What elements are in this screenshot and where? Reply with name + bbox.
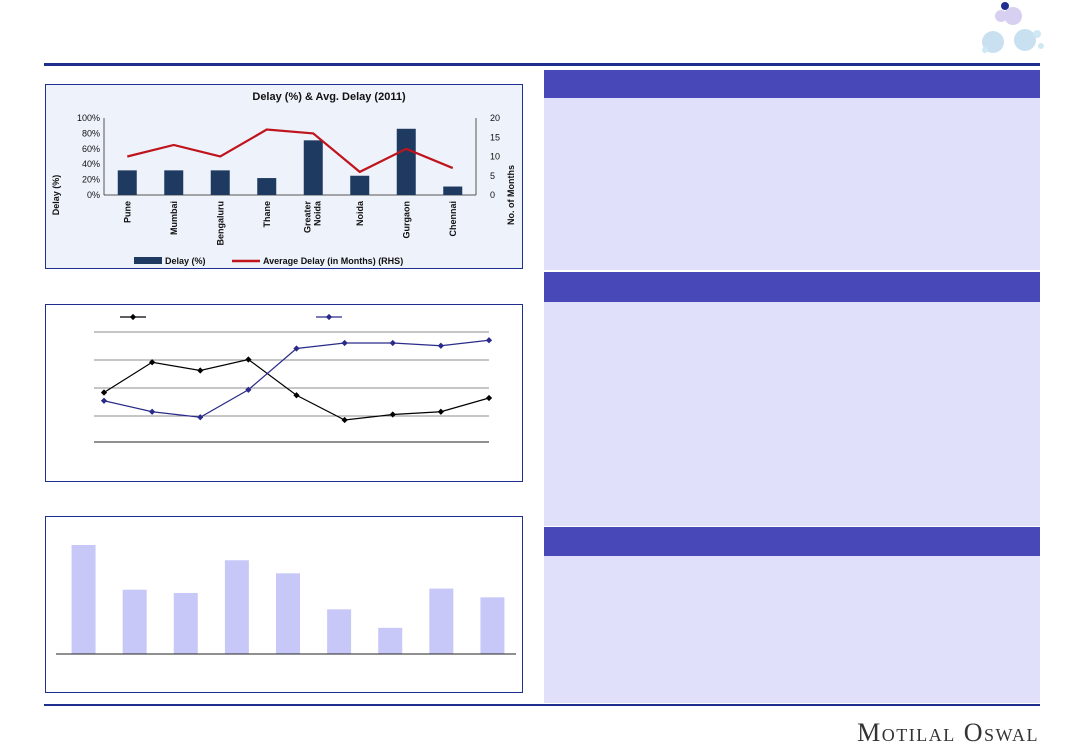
x-tick-label: Bengaluru — [215, 201, 225, 246]
delay-bar — [350, 175, 370, 195]
bar — [378, 627, 403, 654]
bar — [276, 573, 300, 654]
y-tick-label: 20% — [82, 175, 100, 185]
bar — [480, 597, 505, 654]
series-marker — [100, 397, 108, 404]
delay-bar — [396, 128, 416, 195]
right-panel-3-heading — [544, 527, 1040, 556]
bar — [173, 592, 198, 654]
series-marker — [293, 345, 300, 352]
legend-swatch-marker — [129, 313, 137, 321]
series-marker — [485, 394, 493, 402]
chart-title: Delay (%) & Avg. Delay (2011) — [252, 91, 406, 103]
legend-swatch-bar — [134, 257, 162, 264]
x-tick-label-part: Noida — [312, 200, 322, 226]
y-tick-label: 0% — [87, 190, 100, 200]
series-line — [103, 358, 490, 421]
y-tick-label: 60% — [82, 144, 100, 154]
bar — [224, 560, 249, 654]
y-axis-label: Delay (%) — [51, 175, 61, 216]
series-marker — [245, 356, 252, 363]
series-marker — [197, 367, 204, 374]
right-panel-2 — [544, 272, 1040, 526]
x-tick-label: Chennai — [448, 201, 458, 237]
x-tick-label-part: Chennai — [448, 201, 458, 237]
series-marker — [437, 342, 444, 349]
right-panel-1 — [544, 70, 1040, 270]
x-tick-label-part: Greater — [302, 201, 312, 234]
x-tick-label: Greater Noida — [302, 200, 322, 233]
bar — [327, 609, 352, 654]
x-tick-label-part: Gurgaon — [401, 201, 411, 239]
y-tick-label: 80% — [82, 128, 100, 138]
delay-bar — [303, 140, 323, 195]
series-marker — [149, 359, 156, 366]
x-tick-label: Gurgaon — [401, 201, 411, 239]
x-tick-label: Mumbai — [169, 201, 179, 235]
y2-tick-label: 5 — [490, 171, 495, 181]
right-panel-1-heading — [544, 70, 1040, 98]
bar-chart-panel — [45, 516, 523, 693]
series-marker — [197, 414, 204, 421]
series-marker — [100, 389, 108, 396]
series-marker — [149, 408, 156, 415]
y2-axis-label: No. of Months — [506, 165, 516, 225]
delay-bar — [443, 186, 463, 195]
bar — [71, 545, 96, 654]
series-marker — [389, 339, 396, 347]
line-chart-panel — [45, 304, 523, 482]
x-tick-label-part: Bengaluru — [215, 201, 225, 246]
legend-label: Average Delay (in Months) (RHS) — [263, 256, 403, 266]
logo-bubbles — [982, 2, 1044, 53]
line-chart — [94, 313, 493, 443]
brand-name: Motilal Oswal — [857, 718, 1039, 747]
x-tick-label-part: Mumbai — [169, 201, 179, 235]
series-marker — [485, 337, 493, 344]
y2-tick-label: 20 — [490, 113, 500, 123]
bar-chart — [56, 545, 516, 655]
legend-label: Delay (%) — [165, 256, 206, 266]
y2-tick-label: 10 — [490, 152, 500, 162]
series-marker — [389, 411, 396, 418]
legend-swatch-marker — [325, 313, 333, 321]
y-tick-label: 100% — [77, 113, 100, 123]
delay-bar — [117, 170, 137, 195]
series-marker — [293, 392, 300, 399]
x-tick-label-part: Noida — [355, 200, 365, 226]
series-marker — [437, 408, 444, 415]
right-panel-2-heading — [544, 272, 1040, 302]
delay-chart: Delay (%) & Avg. Delay (2011) Delay (%) … — [51, 91, 516, 266]
delay-bar — [257, 178, 277, 195]
x-tick-label: Thane — [262, 201, 272, 228]
series-line — [103, 339, 490, 418]
x-tick-label-part: Pune — [122, 201, 132, 223]
header-rule — [44, 63, 1040, 66]
avg-delay-line — [126, 128, 454, 174]
series-marker — [341, 339, 348, 347]
x-tick-label: Pune — [122, 201, 132, 223]
bar — [122, 589, 147, 654]
footer-rule — [44, 704, 1040, 706]
right-panel-3 — [544, 527, 1040, 703]
delay-bar — [164, 170, 184, 195]
y2-tick-label: 0 — [490, 190, 495, 200]
x-tick-label: Noida — [355, 200, 365, 226]
y2-tick-label: 15 — [490, 132, 500, 142]
delay-chart-panel: Delay (%) & Avg. Delay (2011) Delay (%) … — [45, 84, 523, 269]
y-tick-label: 40% — [82, 159, 100, 169]
bar — [429, 588, 454, 654]
x-tick-label-part: Thane — [262, 201, 272, 228]
delay-bar — [210, 170, 230, 195]
series-marker — [245, 386, 252, 393]
series-marker — [341, 416, 348, 424]
